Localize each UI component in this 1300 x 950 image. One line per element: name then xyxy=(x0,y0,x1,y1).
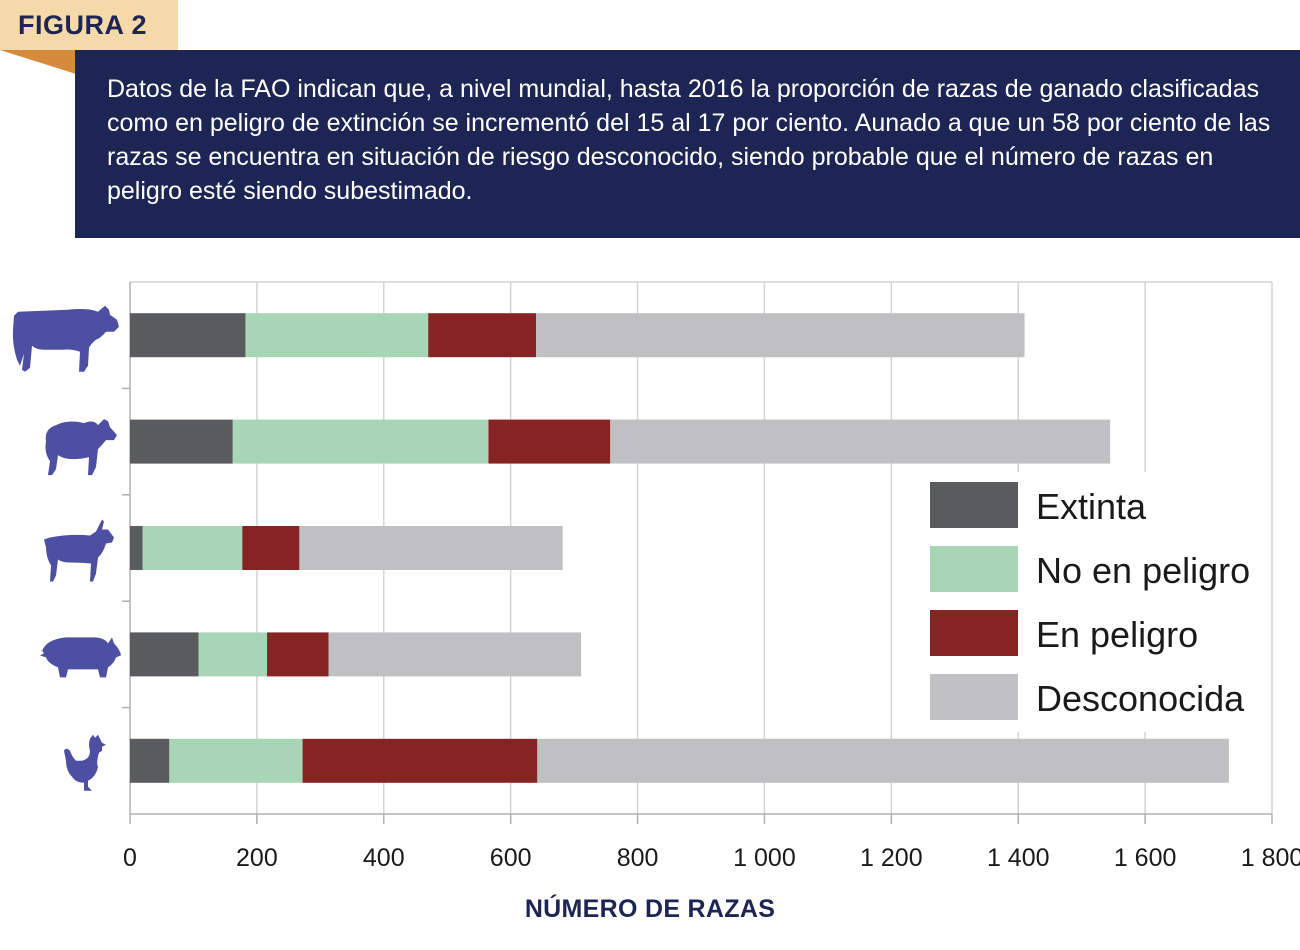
bar-cow-extinta xyxy=(130,313,246,358)
caption-text: Datos de la FAO indican que, a nivel mun… xyxy=(107,75,1271,205)
bar-pig-extinta xyxy=(130,632,199,677)
bar-sheep-desconocida xyxy=(610,419,1111,464)
legend-label: Extinta xyxy=(1036,486,1147,527)
figure-tag-label: FIGURA 2 xyxy=(18,9,148,40)
bar-goat-no-en-peligro xyxy=(142,526,243,570)
category-icons xyxy=(12,305,121,791)
bar-goat-desconocida xyxy=(299,526,563,570)
axes xyxy=(122,282,1273,824)
bar-chicken-desconocida xyxy=(537,738,1229,783)
x-tick-label: 1 000 xyxy=(733,844,796,872)
x-tick-label: 400 xyxy=(363,844,405,872)
x-tick-label: 1 600 xyxy=(1114,844,1177,872)
legend-item: Desconocida xyxy=(930,674,1245,720)
x-tick-label: 1 200 xyxy=(860,844,923,872)
bar-cow-no-en-peligro xyxy=(245,313,429,358)
pig-icon xyxy=(40,637,121,678)
legend-label: Desconocida xyxy=(1036,678,1245,719)
figure-tag-fold xyxy=(0,50,76,74)
grid xyxy=(130,281,1273,814)
sheep-icon xyxy=(45,419,117,476)
bar-chart: 0 200 400 600 800 1 000 1 200 1 400 1 600 1 800 E… xyxy=(12,281,1300,872)
bar-pig-en-peligro xyxy=(267,632,329,677)
bar-goat-extinta xyxy=(130,526,143,570)
x-tick-label: 0 xyxy=(123,844,137,872)
bars xyxy=(130,313,1229,783)
bar-sheep-extinta xyxy=(130,419,233,464)
bar-pig-no-en-peligro xyxy=(198,632,268,677)
bar-sheep-en-peligro xyxy=(488,419,611,464)
x-axis-label: NÚMERO DE RAZAS xyxy=(524,895,776,923)
caption-box: Datos de la FAO indican que, a nivel mun… xyxy=(75,50,1300,238)
legend-item: No en peligro xyxy=(930,546,1250,592)
legend-swatch xyxy=(930,610,1018,656)
chicken-icon xyxy=(64,734,106,791)
bar-goat-en-peligro xyxy=(242,526,300,570)
bar-cow-desconocida xyxy=(536,313,1025,358)
x-tick-labels: 0 200 400 600 800 1 000 1 200 1 400 1 600 1 800 xyxy=(123,844,1300,872)
x-tick-label: 1 800 xyxy=(1241,844,1300,872)
bar-pig-desconocida xyxy=(328,632,582,677)
legend: Extinta No en peligro En peligro Desconocid… xyxy=(915,472,1270,732)
x-tick-label: 800 xyxy=(617,844,659,872)
bar-chicken-en-peligro xyxy=(302,738,538,783)
figure-tag: FIGURA 2 xyxy=(0,0,178,50)
legend-swatch xyxy=(930,482,1018,528)
legend-label: En peligro xyxy=(1036,614,1198,655)
legend-label: No en peligro xyxy=(1036,550,1250,591)
legend-item: Extinta xyxy=(930,482,1147,528)
bar-chicken-no-en-peligro xyxy=(169,738,303,783)
x-tick-label: 1 400 xyxy=(987,844,1050,872)
legend-item: En peligro xyxy=(930,610,1198,656)
cow-icon xyxy=(12,305,119,372)
bar-sheep-no-en-peligro xyxy=(232,419,489,464)
x-tick-label: 200 xyxy=(236,844,278,872)
legend-swatch xyxy=(930,546,1018,592)
x-tick-label: 600 xyxy=(490,844,532,872)
bar-chicken-extinta xyxy=(130,738,170,783)
bar-cow-en-peligro xyxy=(428,313,537,358)
goat-icon xyxy=(44,519,114,582)
legend-swatch xyxy=(930,674,1018,720)
